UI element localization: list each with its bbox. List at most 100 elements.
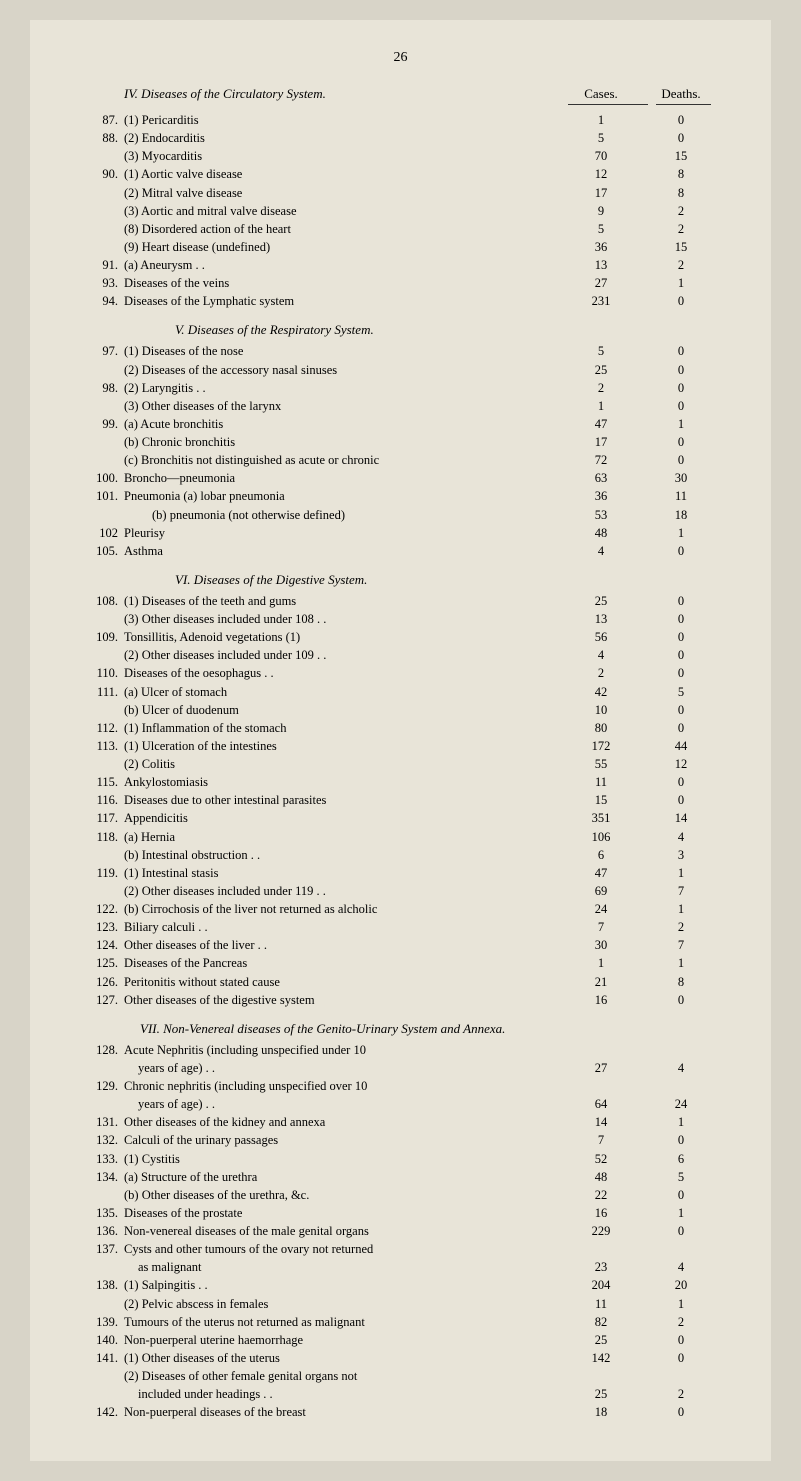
table-row: 93.Diseases of the veins271: [80, 274, 721, 292]
table-row: 88.(2) Endocarditis50: [80, 129, 721, 147]
row-number: 118.: [80, 828, 124, 846]
table-row: 111.(a) Ulcer of stomach425: [80, 683, 721, 701]
row-cases: 47: [561, 864, 641, 882]
row-cases: 27: [561, 1059, 641, 1077]
row-cases: 1: [561, 954, 641, 972]
row-label: (2) Other diseases included under 119 . …: [124, 882, 561, 900]
row-number: 110.: [80, 664, 124, 682]
row-deaths: 8: [641, 165, 721, 183]
section-iv-body: 87.(1) Pericarditis1088.(2) Endocarditis…: [80, 111, 721, 310]
row-cases: 25: [561, 592, 641, 610]
row-label: (a) Structure of the urethra: [124, 1168, 561, 1186]
row-cases: 82: [561, 1313, 641, 1331]
row-cases: 16: [561, 1204, 641, 1222]
row-number: 112.: [80, 719, 124, 737]
row-deaths: 1: [641, 1295, 721, 1313]
section-vi-title: VI. Diseases of the Digestive System.: [175, 572, 721, 588]
row-label: (1) Ulceration of the intestines: [124, 737, 561, 755]
row-number: 111.: [80, 683, 124, 701]
table-row: 132.Calculi of the urinary passages70: [80, 1131, 721, 1149]
table-row: 116.Diseases due to other intestinal par…: [80, 791, 721, 809]
row-number: 134.: [80, 1168, 124, 1186]
row-label: (b) Chronic bronchitis: [124, 433, 561, 451]
row-label: Non-puerperal uterine haemorrhage: [124, 1331, 561, 1349]
row-cases: [561, 1077, 641, 1095]
row-label: (9) Heart disease (undefined): [124, 238, 561, 256]
table-row: 101.Pneumonia (a) lobar pneumonia3611: [80, 487, 721, 505]
row-number: [80, 1186, 124, 1204]
deaths-header: Deaths.: [641, 86, 721, 102]
table-row: 123.Biliary calculi . .72: [80, 918, 721, 936]
table-row: 119.(1) Intestinal stasis471: [80, 864, 721, 882]
row-number: [80, 202, 124, 220]
row-cases: 351: [561, 809, 641, 827]
row-label: Diseases of the Pancreas: [124, 954, 561, 972]
row-cases: 64: [561, 1095, 641, 1113]
row-deaths: 4: [641, 828, 721, 846]
row-label: (1) Diseases of the teeth and gums: [124, 592, 561, 610]
row-number: 105.: [80, 542, 124, 560]
row-cases: 36: [561, 487, 641, 505]
table-row: (3) Other diseases of the larynx10: [80, 397, 721, 415]
row-number: [80, 361, 124, 379]
table-row: 100.Broncho—pneumonia6330: [80, 469, 721, 487]
row-label: Calculi of the urinary passages: [124, 1131, 561, 1149]
table-row: 98.(2) Laryngitis . .20: [80, 379, 721, 397]
row-deaths: [641, 1367, 721, 1385]
table-row: 112.(1) Inflammation of the stomach800: [80, 719, 721, 737]
row-cases: 13: [561, 610, 641, 628]
row-deaths: 2: [641, 220, 721, 238]
row-cases: 14: [561, 1113, 641, 1131]
row-cases: 23: [561, 1258, 641, 1276]
row-deaths: 18: [641, 506, 721, 524]
row-deaths: 8: [641, 973, 721, 991]
row-number: 113.: [80, 737, 124, 755]
table-row: 124.Other diseases of the liver . .307: [80, 936, 721, 954]
table-row: (9) Heart disease (undefined)3615: [80, 238, 721, 256]
row-number: 122.: [80, 900, 124, 918]
row-deaths: 2: [641, 1385, 721, 1403]
row-cases: 4: [561, 542, 641, 560]
row-label: Chronic nephritis (including unspecified…: [124, 1077, 561, 1095]
row-cases: [561, 1041, 641, 1059]
section-vii-title: VII. Non-Venereal diseases of the Genito…: [140, 1021, 721, 1037]
row-label: (3) Myocarditis: [124, 147, 561, 165]
table-row: 118.(a) Hernia1064: [80, 828, 721, 846]
row-number: [80, 238, 124, 256]
row-label: (b) Intestinal obstruction . .: [124, 846, 561, 864]
table-row: (3) Aortic and mitral valve disease92: [80, 202, 721, 220]
row-number: 126.: [80, 973, 124, 991]
document-page: 26 IV. Diseases of the Circulatory Syste…: [30, 20, 771, 1461]
row-deaths: 0: [641, 664, 721, 682]
row-number: 140.: [80, 1331, 124, 1349]
row-number: [80, 433, 124, 451]
row-number: 91.: [80, 256, 124, 274]
table-row: 113.(1) Ulceration of the intestines1724…: [80, 737, 721, 755]
row-cases: 22: [561, 1186, 641, 1204]
row-deaths: 2: [641, 918, 721, 936]
table-row: 134.(a) Structure of the urethra485: [80, 1168, 721, 1186]
table-row: 102Pleurisy481: [80, 524, 721, 542]
row-deaths: 0: [641, 433, 721, 451]
row-cases: 53: [561, 506, 641, 524]
row-label: (2) Endocarditis: [124, 129, 561, 147]
table-row: (c) Bronchitis not distinguished as acut…: [80, 451, 721, 469]
row-label: Other diseases of the digestive system: [124, 991, 561, 1009]
row-cases: 106: [561, 828, 641, 846]
row-number: 136.: [80, 1222, 124, 1240]
table-row: years of age) . .274: [80, 1059, 721, 1077]
row-cases: 47: [561, 415, 641, 433]
row-deaths: 0: [641, 1331, 721, 1349]
row-deaths: 0: [641, 342, 721, 360]
table-row: 90.(1) Aortic valve disease128: [80, 165, 721, 183]
table-row: 110.Diseases of the oesophagus . .20: [80, 664, 721, 682]
row-deaths: 0: [641, 542, 721, 560]
row-deaths: 0: [641, 719, 721, 737]
row-label: Diseases of the oesophagus . .: [124, 664, 561, 682]
row-deaths: [641, 1240, 721, 1258]
table-row: as malignant234: [80, 1258, 721, 1276]
row-cases: 7: [561, 1131, 641, 1149]
row-number: 115.: [80, 773, 124, 791]
row-label: Broncho—pneumonia: [124, 469, 561, 487]
row-deaths: 1: [641, 415, 721, 433]
